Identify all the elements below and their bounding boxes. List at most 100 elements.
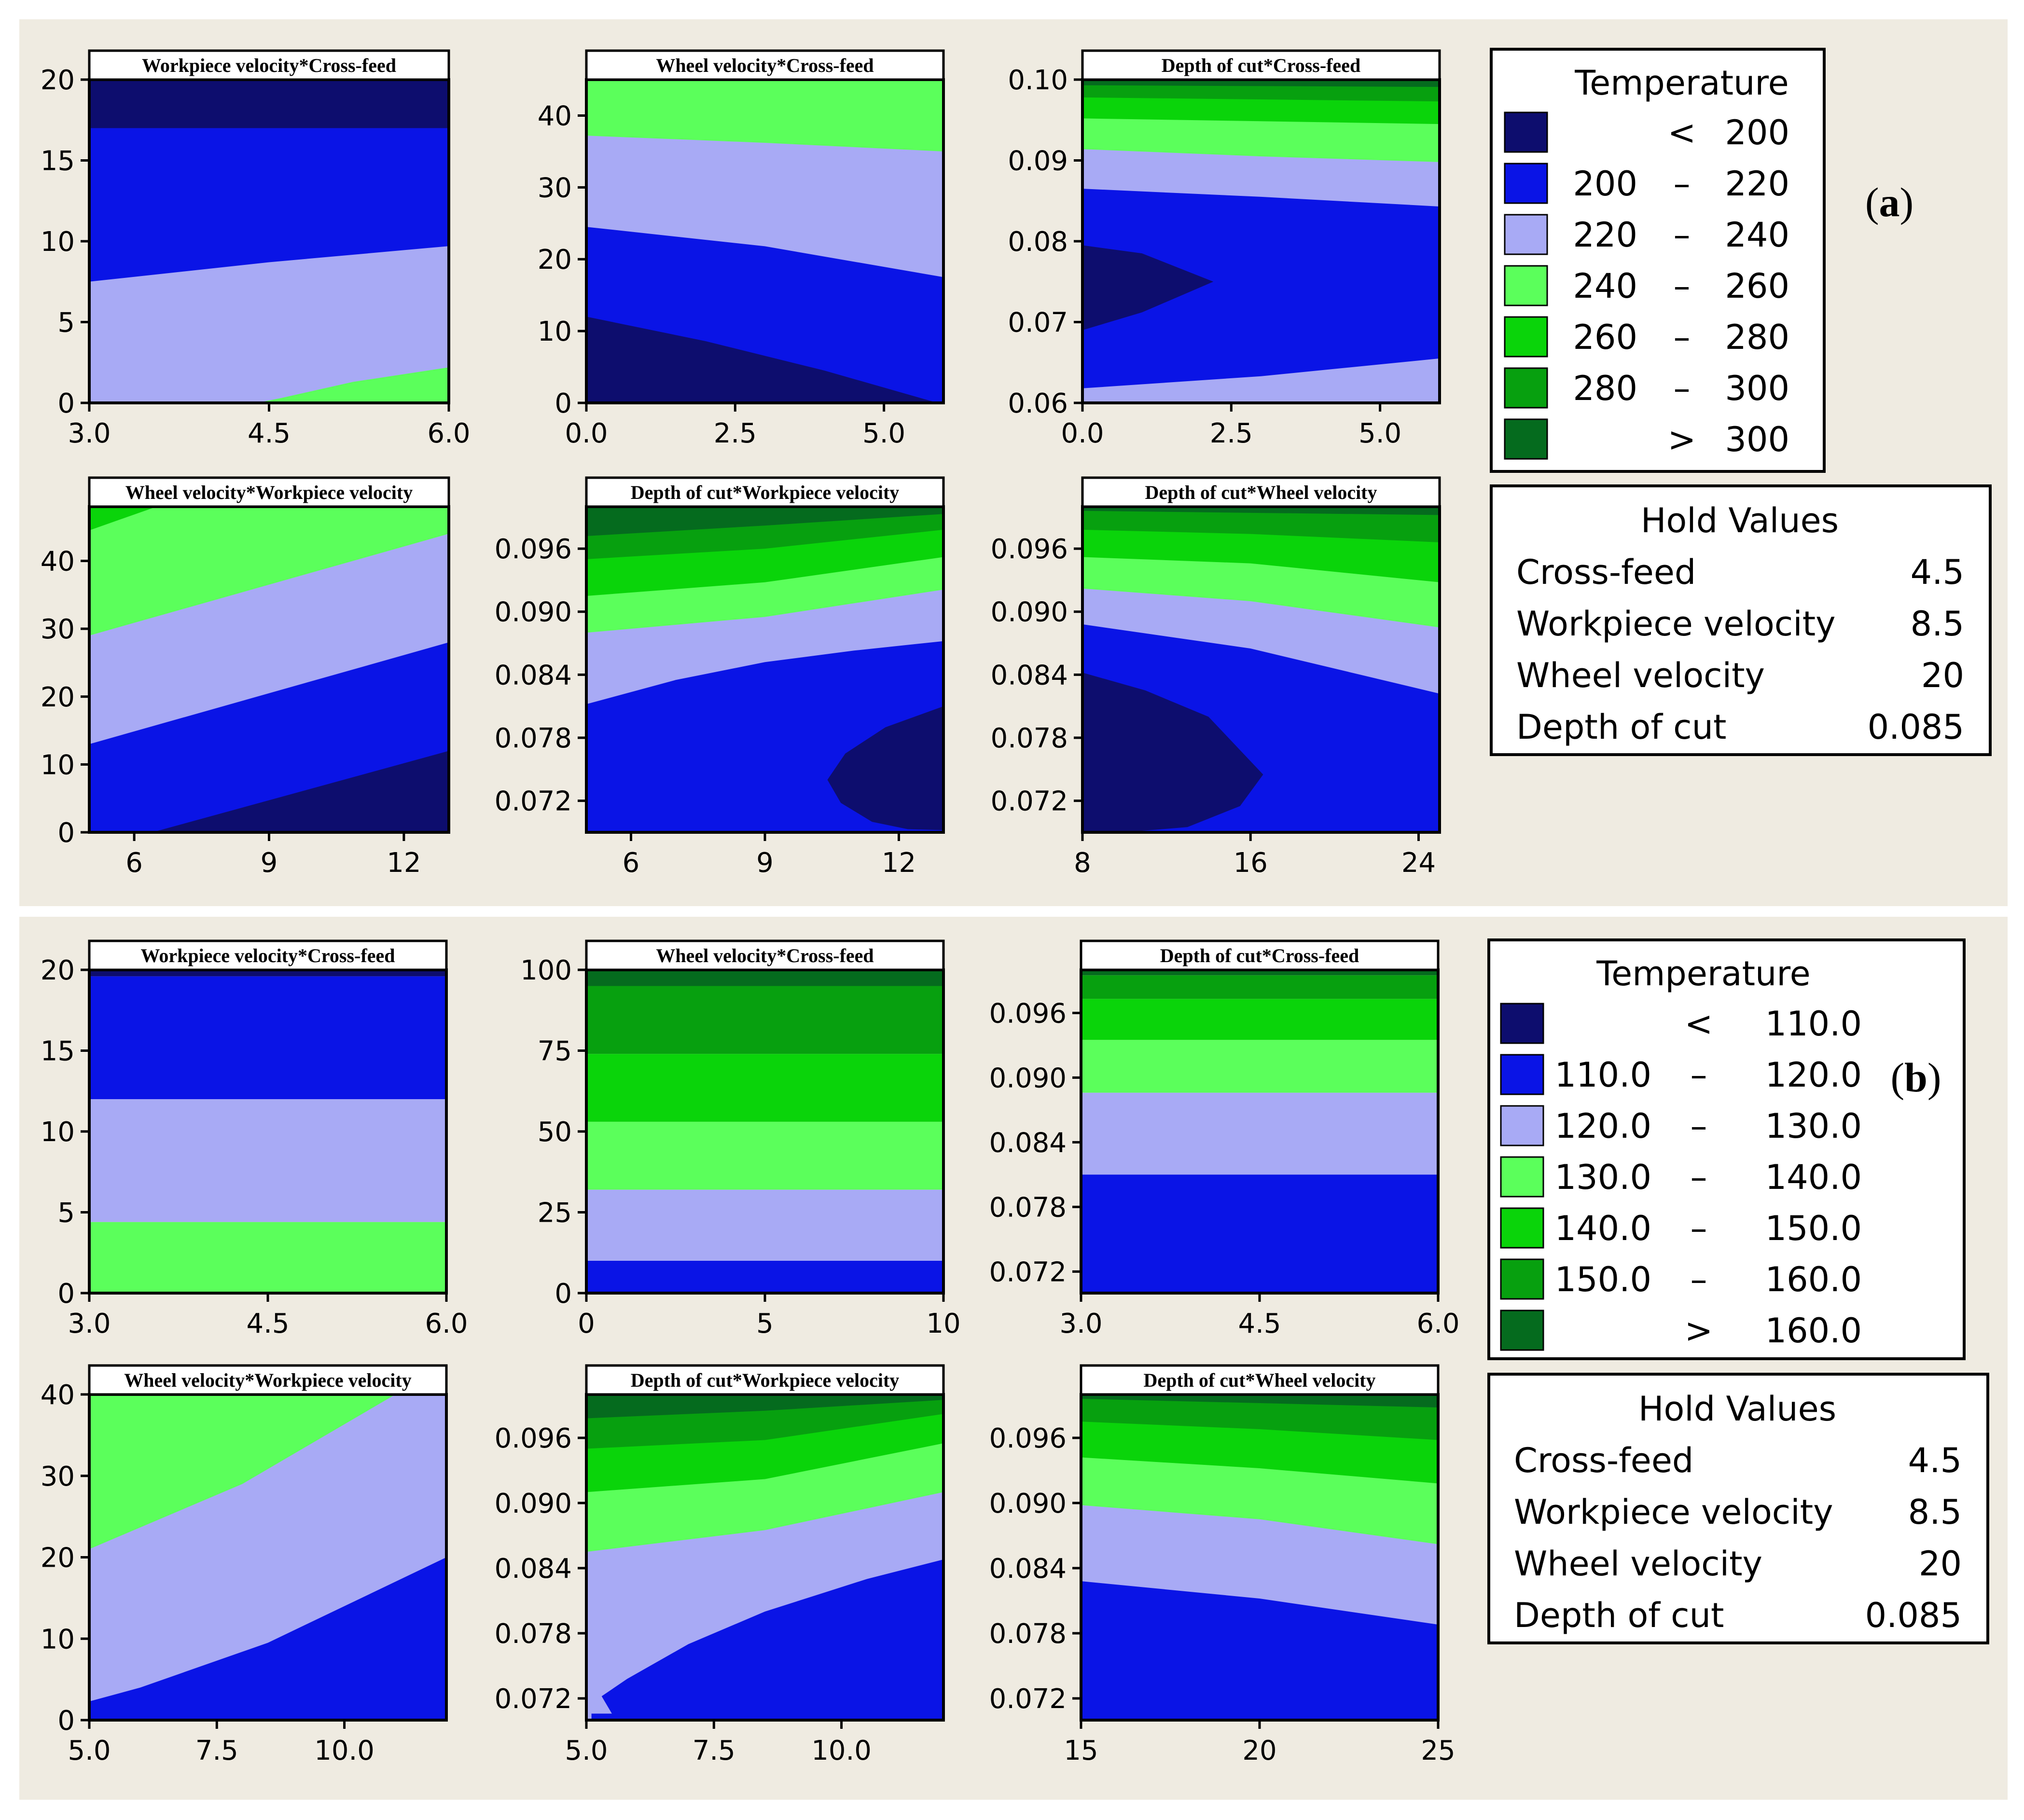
legend-swatch xyxy=(1504,163,1548,204)
x-tick-label: 7.5 xyxy=(693,1735,735,1766)
y-tick-label: 0 xyxy=(555,388,572,419)
contour-region xyxy=(1081,975,1438,999)
contour-region xyxy=(89,1557,446,1720)
y-tick-label: 5 xyxy=(57,307,75,339)
legend-low: 140.0 xyxy=(1555,1209,1651,1248)
contour-region xyxy=(1082,507,1440,542)
x-tick-label: 3.0 xyxy=(1059,1308,1102,1339)
legend-sep: – xyxy=(1691,1106,1707,1146)
contour-plot: Depth of cut*Cross-feed 3.0 4.5 6.0 0.072 0.0… xyxy=(989,939,1460,1339)
y-tick-label: 0.07 xyxy=(1008,307,1068,339)
hold-value-name: Depth of cut xyxy=(1516,707,1726,747)
legend-sep: > xyxy=(1685,1311,1713,1351)
legend-item: 260–280 xyxy=(1504,316,1789,358)
x-tick-label: 10.0 xyxy=(811,1735,872,1766)
legend-swatch xyxy=(1500,1310,1544,1351)
contour-region xyxy=(586,1189,943,1261)
contour-region xyxy=(1081,1092,1438,1175)
contour-region xyxy=(1081,999,1438,1040)
hold-value-row: Cross-feed 4.5 xyxy=(1516,552,1964,592)
legend-high: 220 xyxy=(1725,164,1789,204)
legend-title: Temperature xyxy=(1596,954,1810,993)
panel-b-hold-values: Hold Values Cross-feed 4.5 Workpiece veloc… xyxy=(1487,1373,1989,1644)
plot-title-box xyxy=(1081,49,1441,81)
legend-swatch xyxy=(1504,367,1548,409)
legend-high: 110.0 xyxy=(1765,1004,1862,1044)
legend-swatch xyxy=(1504,214,1548,255)
legend-sep: < xyxy=(1685,1004,1713,1044)
contour-region xyxy=(152,751,449,832)
hold-value-number: 20 xyxy=(1919,1544,1962,1584)
hold-value-row: Workpiece velocity 8.5 xyxy=(1516,604,1964,644)
y-tick-label: 20 xyxy=(41,65,75,96)
contour-region xyxy=(257,367,449,403)
y-tick-label: 0.078 xyxy=(495,1618,572,1650)
x-tick-label: 12 xyxy=(387,847,421,879)
y-tick-label: 0.072 xyxy=(989,1683,1067,1715)
y-tick-label: 20 xyxy=(41,955,75,986)
contour-region xyxy=(586,507,943,536)
y-tick-label: 20 xyxy=(41,682,75,713)
y-tick-label: 0.090 xyxy=(495,1488,572,1519)
plot-title: Workpiece velocity*Cross-feed xyxy=(141,945,395,966)
legend-sep: – xyxy=(1691,1209,1707,1248)
contour-plot: Wheel velocity*Workpiece velocity 6 9 12 0 10… xyxy=(41,476,450,879)
legend-item: 200–220 xyxy=(1504,163,1789,204)
contour-region xyxy=(89,1099,446,1222)
contour-plot: Depth of cut*Wheel velocity 8 16 24 0.072 0.0… xyxy=(991,476,1441,879)
contour-plot: Wheel velocity*Workpiece velocity 5.0 7.5 1… xyxy=(41,1364,448,1766)
plot-title-box xyxy=(1080,939,1440,971)
y-tick-label: 0.078 xyxy=(495,723,572,754)
legend-high: 120.0 xyxy=(1765,1055,1862,1095)
y-tick-label: 0.096 xyxy=(989,1423,1067,1454)
y-tick-label: 0.084 xyxy=(991,660,1068,691)
y-tick-label: 0.072 xyxy=(989,1256,1067,1288)
plot-title: Wheel velocity*Cross-feed xyxy=(656,55,873,76)
legend-item: 130.0 – 140.0 xyxy=(1500,1156,1862,1198)
y-tick-label: 0.096 xyxy=(991,534,1068,565)
hold-value-number: 20 xyxy=(1921,656,1964,695)
legend-high: 300 xyxy=(1725,369,1789,408)
x-tick-label: 2.5 xyxy=(1210,418,1253,449)
y-tick-label: 20 xyxy=(538,244,572,276)
x-tick-label: 5.0 xyxy=(862,418,905,449)
y-tick-label: 0.072 xyxy=(991,786,1068,817)
panel-b-legend: Temperature <110.0110.0–120.0120.0–130.0… xyxy=(1487,938,1966,1360)
x-tick-label: 3.0 xyxy=(68,1308,111,1339)
hold-value-number: 4.5 xyxy=(1908,1441,1962,1480)
x-tick-label: 6 xyxy=(125,847,143,879)
contour-region xyxy=(591,1559,943,1720)
y-tick-label: 30 xyxy=(41,1461,75,1492)
y-tick-label: 0.084 xyxy=(989,1553,1067,1585)
legend-high: 240 xyxy=(1725,215,1789,255)
legend-swatch xyxy=(1500,1054,1544,1095)
y-tick-label: 0.096 xyxy=(989,998,1067,1029)
y-tick-label: 25 xyxy=(538,1198,572,1229)
legend-low: 150.0 xyxy=(1555,1260,1651,1299)
hold-value-name: Cross-feed xyxy=(1514,1441,1693,1480)
contour-region xyxy=(1082,507,1440,515)
hold-value-name: Wheel velocity xyxy=(1514,1544,1762,1584)
legend-item: 280–300 xyxy=(1504,367,1789,409)
legend-item: <200 xyxy=(1504,111,1789,153)
y-tick-label: 0.084 xyxy=(495,660,572,691)
plot-title: Wheel velocity*Workpiece velocity xyxy=(125,482,413,503)
x-tick-label: 12 xyxy=(882,847,916,879)
legend-item: >160.0 xyxy=(1500,1310,1862,1351)
x-tick-label: 10 xyxy=(926,1308,960,1339)
y-tick-label: 0.072 xyxy=(495,786,572,817)
plot-title: Depth of cut*Workpiece velocity xyxy=(631,482,900,503)
panel-a-label: (a) xyxy=(1865,179,1913,225)
legend-low: 260 xyxy=(1573,317,1637,357)
hold-value-number: 0.085 xyxy=(1868,707,1964,747)
plot-title-box xyxy=(585,476,945,508)
x-tick-label: 15 xyxy=(1064,1735,1098,1766)
legend-high: 280 xyxy=(1725,317,1789,357)
contour-region xyxy=(89,80,449,128)
y-tick-label: 10 xyxy=(41,749,75,781)
legend-sep: < xyxy=(1668,113,1696,152)
contour-region xyxy=(89,1222,446,1293)
x-tick-label: 0.0 xyxy=(565,418,608,449)
contour-region xyxy=(1081,1040,1438,1093)
